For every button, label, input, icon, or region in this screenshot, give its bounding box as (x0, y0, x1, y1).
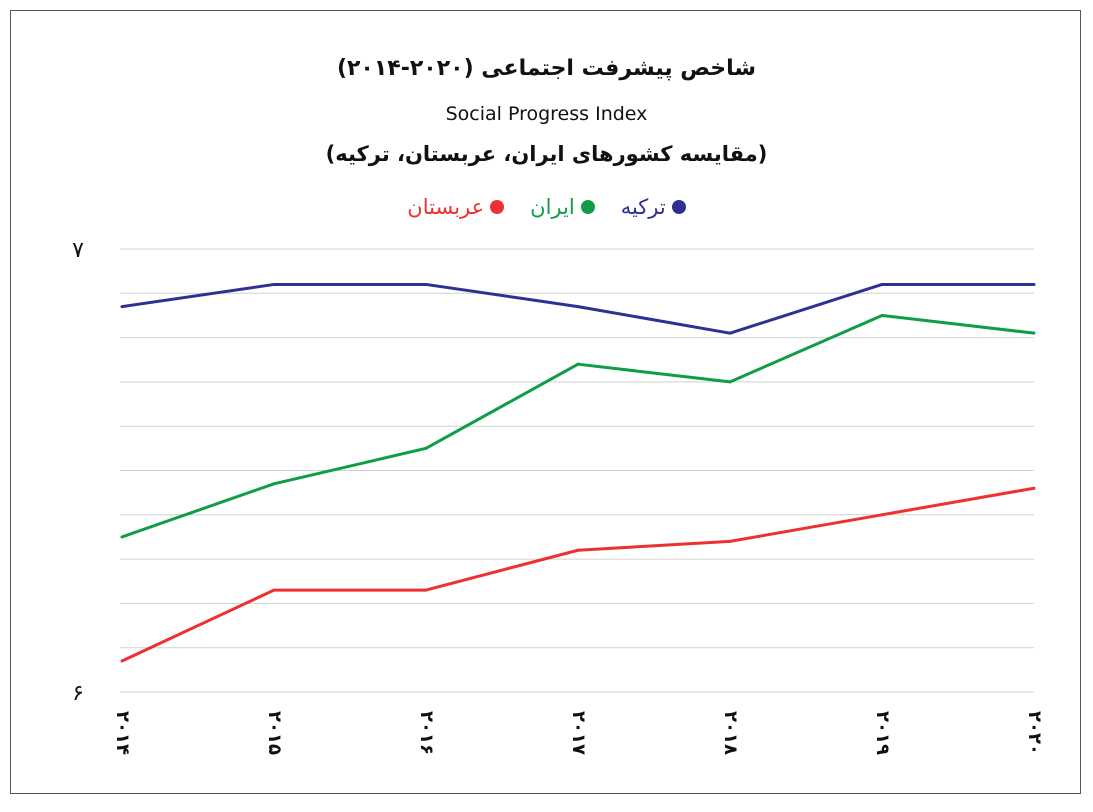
data-point (424, 588, 428, 592)
legend-swatch (490, 200, 505, 214)
legend-swatch (580, 200, 595, 214)
data-point (120, 535, 124, 539)
legend-item-turkey: ترکیه (621, 195, 686, 219)
y-tick-label: ۶ (72, 681, 84, 706)
x-tick-label: ۲۰۱۴ (112, 711, 133, 755)
x-tick-label: ۲۰۱۹ (872, 711, 893, 755)
chart-subtitle: Social Progress Index (445, 103, 648, 125)
x-tick-label: ۲۰۲۰ (1024, 711, 1045, 755)
data-point (120, 305, 124, 309)
data-point (880, 313, 884, 317)
data-point (1032, 486, 1036, 490)
data-point (728, 331, 732, 335)
y-tick-label: ۷ (72, 238, 84, 263)
data-point (576, 362, 580, 366)
legend-item-saudi: عربستان (407, 195, 505, 219)
data-point (728, 380, 732, 384)
data-point (1032, 282, 1036, 286)
data-point (272, 588, 276, 592)
data-point (120, 659, 124, 663)
x-tick-label: ۲۰۱۷ (568, 711, 589, 755)
x-tick-label: ۲۰۱۸ (720, 711, 741, 755)
legend-label: عربستان (407, 195, 485, 219)
data-point (1032, 331, 1036, 335)
data-point (272, 482, 276, 486)
chart-title: شاخص پیشرفت اجتماعی (۲۰۲۰-۲۰۱۴) (336, 56, 757, 81)
legend-item-iran: ایران (530, 195, 595, 219)
data-point (880, 513, 884, 517)
legend-label: ترکیه (620, 195, 666, 219)
chart-frame (10, 10, 1081, 794)
legend-swatch (671, 200, 686, 214)
data-point (424, 282, 428, 286)
data-point (272, 282, 276, 286)
data-point (880, 282, 884, 286)
data-point (576, 305, 580, 309)
x-tick-label: ۲۰۱۵ (264, 711, 285, 755)
legend: ترکیه ایران عربستان (0, 195, 1093, 219)
data-point (728, 539, 732, 543)
legend-label: ایران (530, 195, 575, 219)
series-line-0 (121, 282, 1034, 335)
chart-subtitle-comparison: (مقایسه کشورهای ایران، عربستان، ترکیه) (325, 142, 768, 166)
x-tick-label: ۲۰۱۶ (416, 711, 437, 755)
data-point (576, 548, 580, 552)
series-line-2 (121, 486, 1035, 663)
data-point (424, 446, 428, 450)
